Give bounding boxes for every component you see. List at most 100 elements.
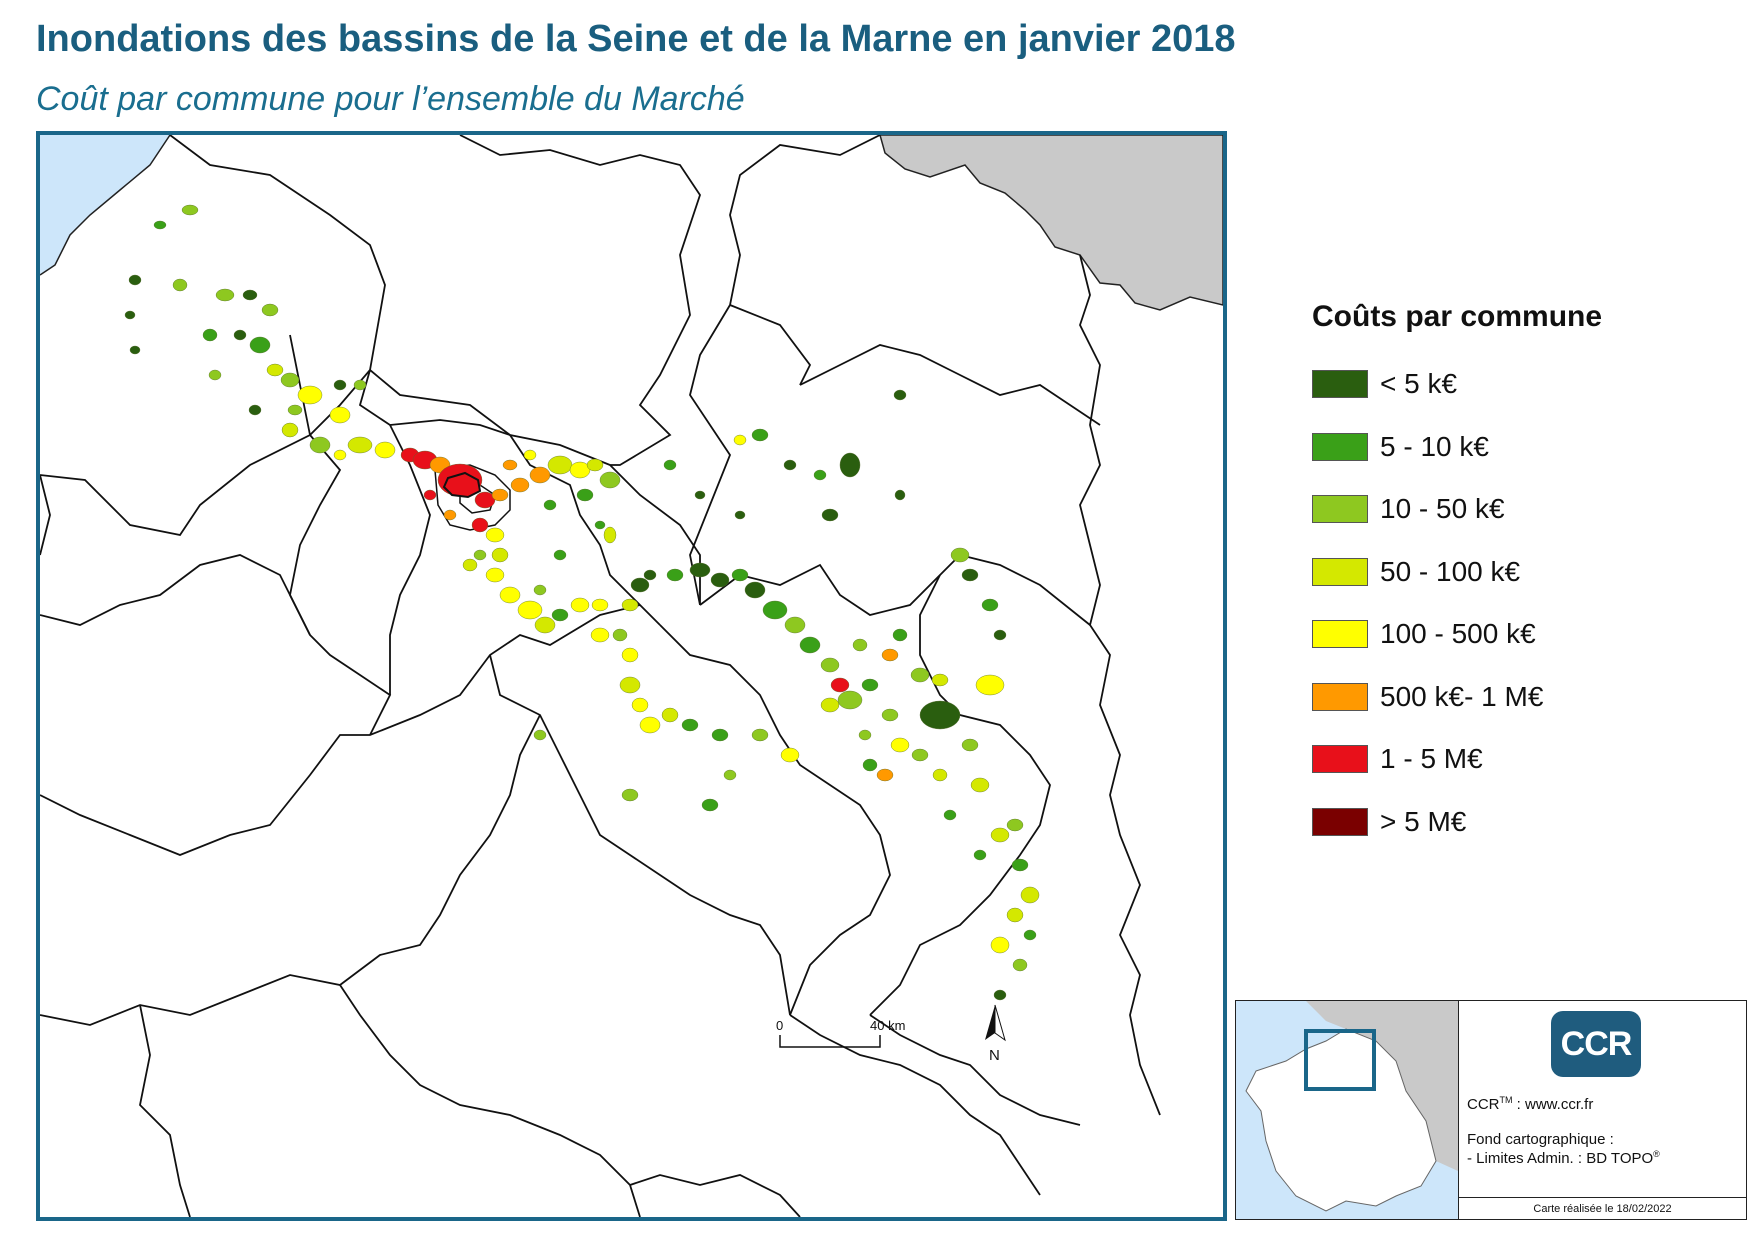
commune-patch	[261, 303, 279, 317]
commune-patch	[591, 598, 609, 612]
commune-patch	[820, 657, 840, 673]
commune-patch	[981, 598, 999, 612]
commune-patch	[751, 428, 769, 442]
commune-patch	[443, 509, 457, 521]
commune-patch	[862, 758, 878, 772]
commune-patch	[208, 369, 222, 381]
commune-patch	[661, 707, 679, 723]
commune-patch	[910, 667, 930, 683]
commune-patch	[333, 379, 347, 391]
commune-patch	[309, 436, 331, 454]
commune-patch	[894, 489, 906, 501]
main-map[interactable]: 0 40 km N	[36, 131, 1227, 1221]
commune-patch	[993, 989, 1007, 1001]
commune-patch	[249, 336, 271, 354]
flood-communes	[124, 204, 1040, 1001]
legend-swatch	[1312, 620, 1368, 648]
ccr-logo: CCR	[1551, 1011, 1641, 1077]
legend-swatch	[1312, 495, 1368, 523]
legend-label: > 5 M€	[1380, 805, 1467, 837]
commune-patch	[181, 204, 199, 216]
commune-patch	[663, 459, 677, 471]
legend-items: < 5 k€ 5 - 10 k€ 10 - 50 k€ 50 - 100 k€ 100 …	[1312, 368, 1732, 870]
commune-patch	[731, 568, 749, 582]
inset-panel: CCR CCRTM : www.ccr.fr Fond cartographiq…	[1235, 1000, 1747, 1220]
department-borders	[40, 135, 1161, 1217]
commune-patch	[1006, 907, 1024, 923]
commune-patch	[744, 581, 766, 599]
commune-patch	[1011, 858, 1029, 872]
legend-swatch	[1312, 432, 1368, 461]
commune-patch	[619, 676, 641, 694]
commune-patch	[701, 798, 719, 812]
basemap-source-label: Fond cartographique :	[1467, 1131, 1614, 1148]
commune-patch	[128, 274, 142, 286]
commune-patch	[689, 562, 711, 578]
commune-patch	[890, 737, 910, 753]
commune-patch	[710, 572, 730, 588]
commune-patch	[723, 769, 737, 781]
map-date: Carte réalisée le 18/02/2022	[1459, 1197, 1746, 1220]
commune-patch	[643, 569, 657, 581]
locator-map	[1236, 1001, 1459, 1219]
commune-patch	[630, 577, 650, 593]
legend-swatch	[1312, 807, 1368, 836]
commune-patch	[333, 449, 347, 461]
commune-patch	[950, 547, 970, 563]
commune-patch	[547, 455, 573, 475]
commune-patch	[529, 466, 551, 484]
commune-patch	[586, 458, 604, 472]
legend-item: 100 - 500 k€	[1312, 618, 1732, 683]
commune-patch	[820, 697, 840, 713]
commune-patch	[603, 526, 617, 544]
commune-patch	[932, 768, 948, 782]
legend-swatch	[1312, 682, 1368, 711]
commune-patch	[961, 568, 979, 582]
commune-patch	[621, 788, 639, 802]
commune-patch	[202, 328, 218, 342]
north-label: N	[989, 1047, 1000, 1064]
commune-patch	[502, 459, 518, 471]
commune-patch	[837, 690, 863, 710]
commune-patch	[631, 697, 649, 713]
commune-patch	[353, 379, 367, 391]
commune-patch	[893, 389, 907, 401]
legend-item: 1 - 5 M€	[1312, 743, 1732, 808]
commune-patch	[931, 673, 949, 687]
commune-patch	[711, 728, 729, 742]
coastline	[40, 135, 171, 276]
commune-patch	[881, 648, 899, 662]
commune-patch	[533, 584, 547, 596]
commune-patch	[462, 558, 478, 572]
commune-patch	[1006, 818, 1024, 832]
commune-patch	[681, 718, 699, 732]
commune-patch	[612, 628, 628, 642]
commune-patch	[280, 372, 300, 388]
commune-patch	[1020, 886, 1040, 904]
commune-patch	[990, 936, 1010, 954]
commune-patch	[499, 586, 521, 604]
legend-label: 5 - 10 k€	[1380, 430, 1489, 462]
commune-patch	[266, 363, 284, 377]
commune-patch	[248, 404, 262, 416]
legend-label: 50 - 100 k€	[1380, 555, 1521, 587]
commune-patch	[129, 345, 141, 355]
legend-label: 10 - 50 k€	[1380, 493, 1505, 524]
commune-patch	[473, 549, 487, 561]
commune-patch	[961, 738, 979, 752]
paris-commune	[442, 471, 482, 499]
commune-patch	[621, 647, 639, 663]
legend-item: 10 - 50 k€	[1312, 493, 1732, 558]
commune-patch	[570, 597, 590, 613]
commune-patch	[861, 678, 879, 692]
foreign-territory	[879, 135, 1223, 311]
commune-patch	[485, 567, 505, 583]
credits-panel: CCR CCRTM : www.ccr.fr Fond cartographiq…	[1459, 1001, 1746, 1219]
commune-patch	[374, 441, 396, 459]
commune-patch	[1012, 958, 1028, 972]
commune-patch	[821, 508, 839, 522]
commune-patch	[594, 520, 606, 530]
ccr-website-line: CCRTM : www.ccr.fr	[1467, 1095, 1594, 1113]
commune-patch	[153, 220, 167, 230]
commune-patch	[329, 406, 351, 424]
